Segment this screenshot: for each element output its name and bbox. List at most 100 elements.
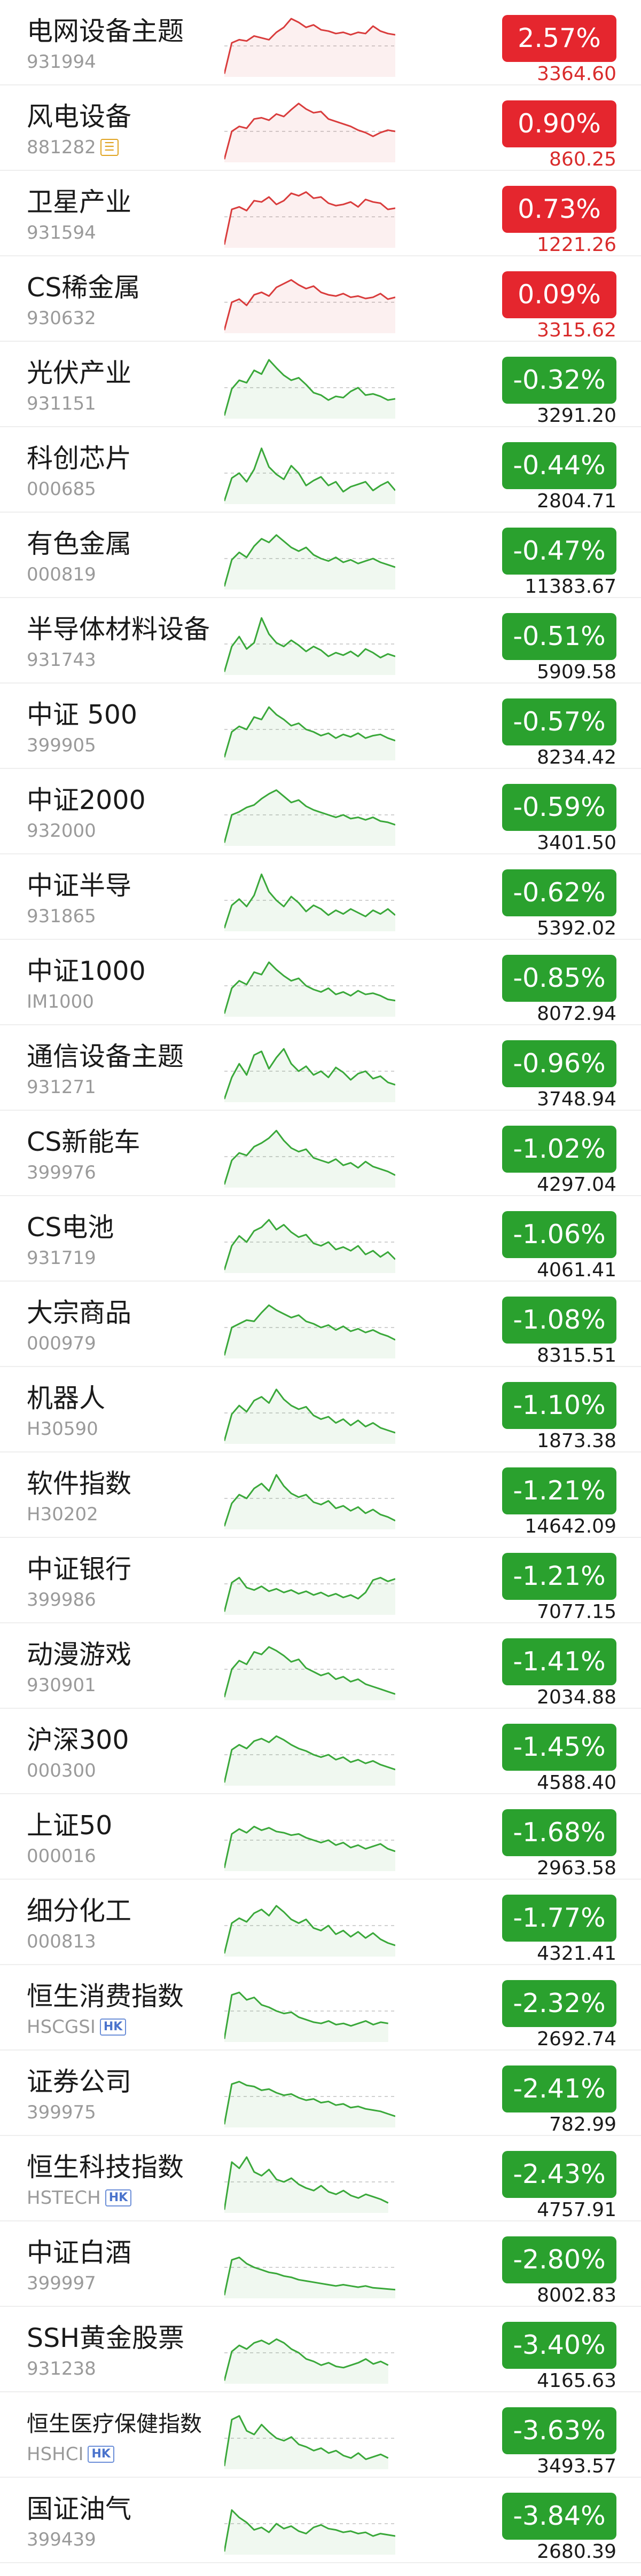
- index-row[interactable]: 电网设备主题 931994 2.57% 3364.60: [0, 0, 641, 85]
- change-percent-badge[interactable]: -1.45%: [502, 1724, 616, 1771]
- index-name: 中证白酒: [27, 2237, 132, 2268]
- index-row[interactable]: 半导体材料设备 931743 -0.51% 5909.58: [0, 598, 641, 684]
- index-row[interactable]: 中证银行 399986 -1.21% 7077.15: [0, 1538, 641, 1623]
- change-percent-badge[interactable]: -2.43%: [502, 2151, 616, 2198]
- index-name: 有色金属: [27, 529, 132, 559]
- sparkline-area: [224, 19, 395, 77]
- index-row[interactable]: CS电池 931719 -1.06% 4061.41: [0, 1196, 641, 1282]
- change-percent-badge[interactable]: -1.68%: [502, 1809, 616, 1856]
- index-row[interactable]: SSH黄金股票 931238 -3.40% 4165.63: [0, 2307, 641, 2392]
- change-percent-badge[interactable]: -0.47%: [502, 528, 616, 575]
- index-price: 4061.41: [537, 1259, 616, 1281]
- change-percent-badge[interactable]: 0.09%: [502, 271, 616, 318]
- change-percent-badge[interactable]: -0.96%: [502, 1040, 616, 1087]
- index-price: 3315.62: [537, 319, 616, 341]
- change-percent-badge[interactable]: -1.10%: [502, 1382, 616, 1429]
- change-percent-badge[interactable]: -0.85%: [502, 955, 616, 1002]
- index-row[interactable]: 细分化工 000813 -1.77% 4321.41: [0, 1880, 641, 1965]
- sparkline-line: [224, 1219, 395, 1270]
- change-percent-badge[interactable]: 2.57%: [502, 15, 616, 62]
- index-row[interactable]: 恒生科技指数 HSTECH HK -2.43% 4757.91: [0, 2136, 641, 2221]
- change-percent-badge[interactable]: 0.73%: [502, 186, 616, 233]
- index-name: 中证 500: [27, 700, 138, 730]
- index-row[interactable]: 中证1000 IM1000 -0.85% 8072.94: [0, 940, 641, 1025]
- index-name: 动漫游戏: [27, 1639, 132, 1670]
- index-code: 931743: [27, 649, 96, 671]
- change-percent-badge[interactable]: -2.32%: [502, 1980, 616, 2027]
- change-percent-badge[interactable]: -3.63%: [502, 2407, 616, 2454]
- change-percent-badge[interactable]: -1.41%: [502, 1638, 616, 1685]
- sparkline-line: [224, 1905, 395, 1954]
- change-percent-badge[interactable]: -0.57%: [502, 698, 616, 745]
- change-percent-badge[interactable]: -1.21%: [502, 1553, 616, 1600]
- index-row[interactable]: CS稀金属 930632 0.09% 3315.62: [0, 256, 641, 342]
- index-code-line: HSHCI HK: [27, 2444, 114, 2465]
- index-row[interactable]: 机器人 H30590 -1.10% 1873.38: [0, 1367, 641, 1452]
- index-row[interactable]: 证券公司 399975 -2.41% 782.99: [0, 2051, 641, 2136]
- index-name: CS稀金属: [27, 272, 140, 303]
- index-code-line: 931865: [27, 906, 96, 927]
- index-price: 4165.63: [537, 2370, 616, 2392]
- index-row[interactable]: 卫星产业 931594 0.73% 1221.26: [0, 171, 641, 256]
- change-percent-badge[interactable]: -1.02%: [502, 1126, 616, 1173]
- index-row[interactable]: 国证油气 399439 -3.84% 2680.39: [0, 2478, 641, 2563]
- index-row[interactable]: 中证2000 932000 -0.59% 3401.50: [0, 769, 641, 854]
- sparkline-line: [224, 1048, 395, 1099]
- index-name: 中证银行: [27, 1554, 132, 1584]
- sparkline-area: [224, 962, 395, 1017]
- sparkline-area: [224, 1577, 395, 1615]
- index-row[interactable]: 恒生医疗保健指数 HSHCI HK -3.63% 3493.57: [0, 2392, 641, 2478]
- sparkline-line: [224, 447, 395, 501]
- index-row[interactable]: 软件指数 H30202 -1.21% 14642.09: [0, 1452, 641, 1538]
- intraday-sparkline: [224, 961, 395, 1017]
- index-name: 证券公司: [27, 2067, 132, 2097]
- index-row[interactable]: 沪深300 000300 -1.45% 4588.40: [0, 1709, 641, 1794]
- intraday-sparkline: [224, 1474, 395, 1529]
- index-row[interactable]: 风电设备 881282 ☰ 0.90% 860.25: [0, 85, 641, 171]
- change-percent-badge[interactable]: -1.77%: [502, 1895, 616, 1942]
- change-percent-badge[interactable]: -0.51%: [502, 613, 616, 660]
- sparkline-line: [224, 706, 395, 758]
- change-percent-badge[interactable]: -3.84%: [502, 2493, 616, 2540]
- change-percent-badge[interactable]: -0.32%: [502, 357, 616, 404]
- index-row[interactable]: 通信设备主题 931271 -0.96% 3748.94: [0, 1025, 641, 1111]
- change-percent-badge[interactable]: -2.80%: [502, 2236, 616, 2283]
- sparkline-area: [224, 1474, 395, 1529]
- index-code-line: 399997: [27, 2273, 96, 2294]
- change-percent-badge[interactable]: 0.90%: [502, 100, 616, 147]
- index-row[interactable]: 上证50 000016 -1.68% 2963.58: [0, 1794, 641, 1880]
- index-code-line: 881282 ☰: [27, 137, 119, 158]
- sparkline-area: [224, 1647, 395, 1700]
- change-percent-badge[interactable]: -0.44%: [502, 442, 616, 489]
- change-percent-badge[interactable]: -3.40%: [502, 2322, 616, 2369]
- change-percent-badge[interactable]: -1.08%: [502, 1297, 616, 1344]
- change-percent-badge[interactable]: -2.41%: [502, 2065, 616, 2112]
- index-row[interactable]: 中证 500 399905 -0.57% 8234.42: [0, 684, 641, 769]
- sparkline-area: [224, 2416, 388, 2469]
- change-percent-badge[interactable]: -0.62%: [502, 869, 616, 916]
- index-code-line: 931743: [27, 649, 96, 671]
- sparkline-area: [224, 535, 395, 590]
- change-percent-badge[interactable]: -0.59%: [502, 784, 616, 831]
- index-row[interactable]: 有色金属 000819 -0.47% 11383.67: [0, 513, 641, 598]
- index-code-line: 000819: [27, 564, 96, 585]
- index-row[interactable]: CS新能车 399976 -1.02% 4297.04: [0, 1111, 641, 1196]
- index-name: 国证油气: [27, 2494, 132, 2524]
- index-price: 2692.74: [537, 2028, 616, 2050]
- index-code: 931719: [27, 1247, 96, 1269]
- index-row[interactable]: 科创芯片 000685 -0.44% 2804.71: [0, 427, 641, 513]
- index-row[interactable]: 动漫游戏 930901 -1.41% 2034.88: [0, 1623, 641, 1709]
- index-price: 8072.94: [537, 1003, 616, 1025]
- index-row[interactable]: 中证白酒 399997 -2.80% 8002.83: [0, 2221, 641, 2307]
- index-row[interactable]: 恒生消费指数 HSCGSI HK -2.32% 2692.74: [0, 1965, 641, 2051]
- index-row[interactable]: 光伏产业 931151 -0.32% 3291.20: [0, 342, 641, 427]
- change-percent-badge[interactable]: -1.06%: [502, 1211, 616, 1258]
- intraday-sparkline: [224, 2415, 395, 2469]
- index-row[interactable]: 大宗商品 000979 -1.08% 8315.51: [0, 1282, 641, 1367]
- index-name: 半导体材料设备: [27, 614, 210, 645]
- index-code-line: 931271: [27, 1077, 96, 1098]
- index-row[interactable]: 中证半导 931865 -0.62% 5392.02: [0, 854, 641, 940]
- sparkline-line: [224, 1735, 395, 1783]
- change-percent-badge[interactable]: -1.21%: [502, 1467, 616, 1514]
- index-code: 930632: [27, 308, 96, 329]
